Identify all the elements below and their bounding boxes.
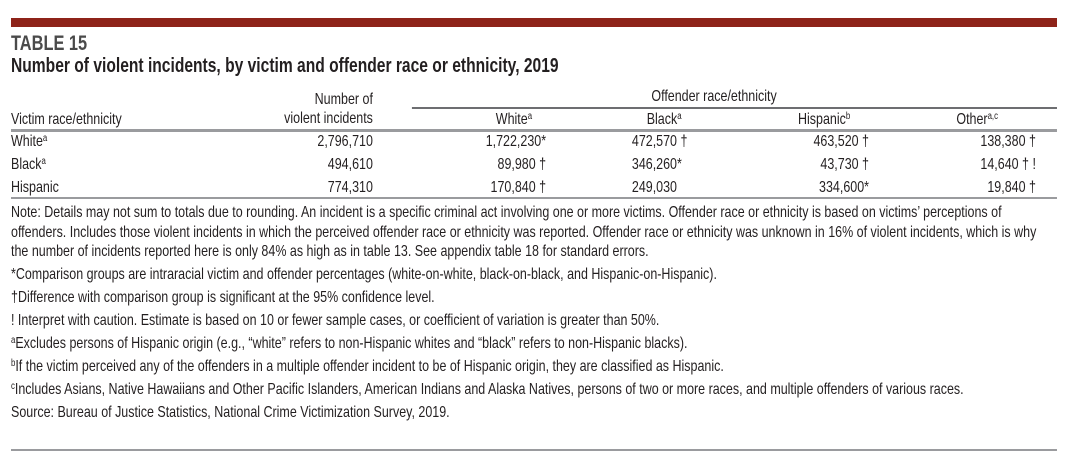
footnote-mark: b [11,358,16,369]
victim-label: Hispanic [11,179,59,196]
body-rule-bottom [11,197,1057,199]
header-rule [11,18,1057,27]
cell-black: 249,030 [631,179,677,196]
note-dagger: †Difference with comparison group is sig… [11,289,435,306]
header-hispanic: Hispanicb [798,110,850,129]
footnote-mark: a,c [987,111,998,122]
cell-other: 138,380 † [980,133,1036,150]
footnotes: Note: Details may not sum to totals due … [11,203,1057,426]
note-asterisk: *Comparison groups are intraracial victi… [11,266,717,283]
footnote-mark: b [845,111,851,122]
note-c: cIncludes Asians, Native Hawaiians and O… [11,380,1057,400]
note-source: Source: Bureau of Justice Statistics, Na… [11,404,450,421]
note-c-text: Includes Asians, Native Hawaiians and Ot… [14,381,964,398]
header-white: Whitea [496,110,532,129]
footnote-mark: c [11,381,15,392]
note-b: bIf the victim perceived any of the offe… [11,357,1057,377]
cell-white: 89,980 † [497,156,547,173]
table-document: TABLE 15 Number of violent incidents, by… [11,0,1057,467]
cell-other: 19,840 † [987,179,1036,196]
header-number-line1: Number of [314,91,373,108]
row-victim-label: Blacka [11,155,46,174]
table-title: Number of violent incidents, by victim a… [11,55,559,77]
cell-hispanic: 334,600* [819,179,869,196]
table-number: TABLE 15 [11,32,88,55]
note-caution: ! Interpret with caution. Estimate is ba… [11,312,660,329]
footnote-mark: a [11,335,16,346]
note-general: Note: Details may not sum to totals due … [11,204,1037,260]
cell-white: 170,840 † [490,179,547,196]
cell-number: 2,796,710 [317,133,373,150]
header-hispanic-label: Hispanic [798,111,846,128]
note-b-text: If the victim perceived any of the offen… [15,358,724,375]
row-victim-label: Whitea [11,132,47,151]
cell-other: 14,640 † ! [980,156,1036,173]
header-number-line2: violent incidents [284,110,373,127]
header-white-label: White [495,111,528,128]
header-black: Blacka [647,110,682,129]
cell-white: 1,722,230* [485,133,547,150]
header-offender-group: Offender race/ethnicity [651,88,777,105]
cell-black: 472,570 † [631,133,688,150]
offender-group-rule [411,107,1057,109]
footnote-mark: a [41,156,46,167]
header-rule-bottom [11,129,1057,132]
note-a-text: Excludes persons of Hispanic origin (e.g… [15,335,688,352]
victim-label: Black [11,156,42,173]
note-a: aExcludes persons of Hispanic origin (e.… [11,334,1057,354]
footnote-mark: a [527,111,533,122]
row-victim-label: Hispanic [11,178,59,197]
header-black-label: Black [646,111,678,128]
cell-hispanic: 463,520 † [813,133,869,150]
header-other-label: Other [956,111,988,128]
footnote-mark: a [677,111,682,122]
cell-hispanic: 43,730 † [820,156,869,173]
header-victim: Victim race/ethnicity [11,111,122,128]
cell-number: 774,310 [327,179,373,196]
header-other: Othera,c [956,110,998,129]
footer-rule [11,449,1057,451]
victim-label: White [11,133,43,150]
cell-number: 494,610 [327,156,373,173]
cell-black: 346,260* [631,156,682,173]
footnote-mark: a [42,133,48,144]
